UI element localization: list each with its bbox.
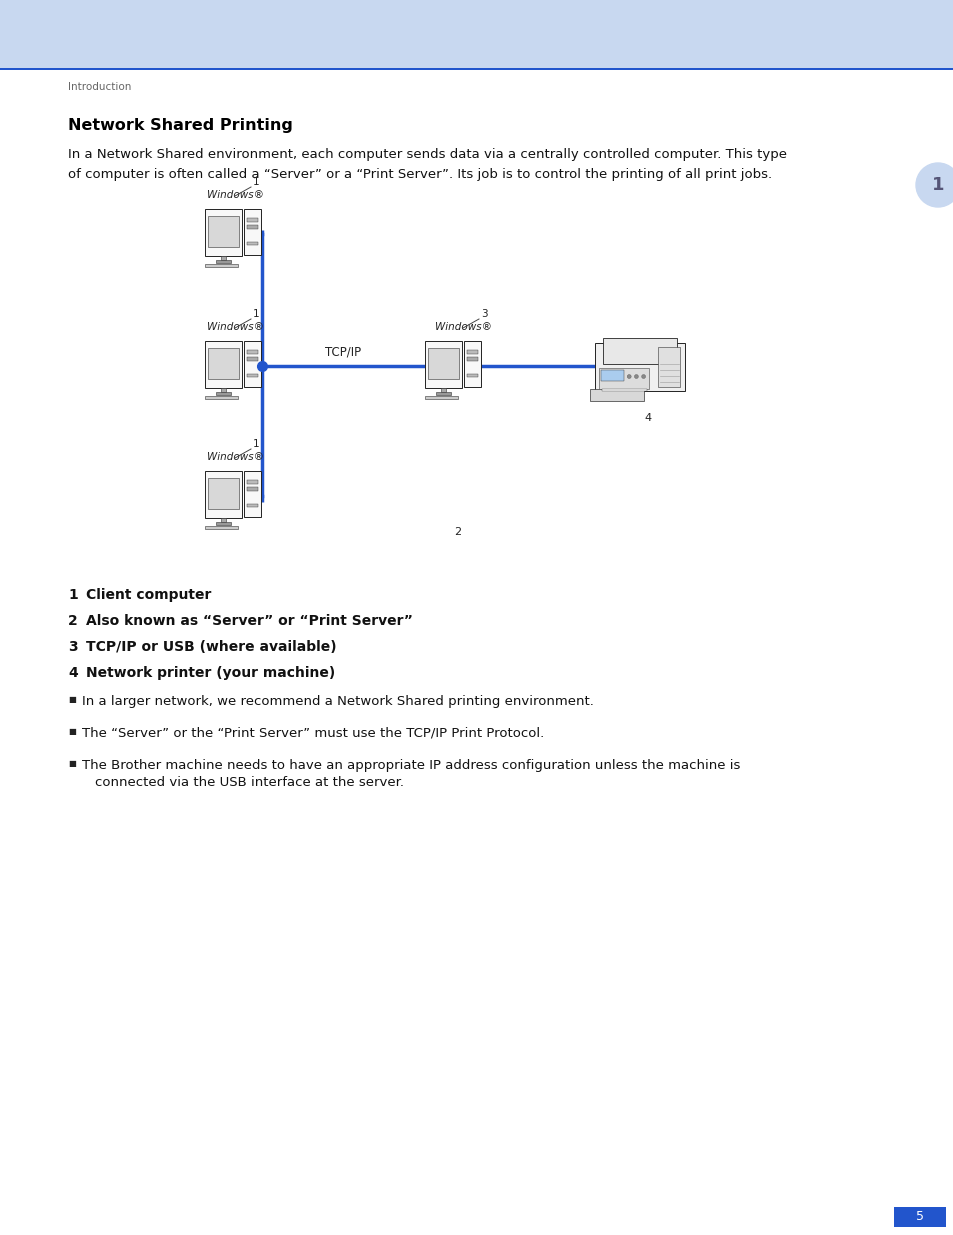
Bar — [208, 478, 239, 509]
Text: In a larger network, we recommend a Network Shared printing environment.: In a larger network, we recommend a Netw… — [82, 695, 594, 708]
Bar — [246, 357, 258, 362]
Text: Windows®: Windows® — [207, 190, 264, 200]
Text: Introduction: Introduction — [68, 82, 132, 91]
Bar — [440, 388, 446, 393]
Bar — [246, 487, 258, 492]
Text: 1: 1 — [253, 309, 259, 319]
Bar — [463, 341, 480, 387]
Text: Also known as “Server” or “Print Server”: Also known as “Server” or “Print Server” — [86, 614, 413, 629]
Bar — [0, 0, 953, 68]
Bar — [205, 395, 238, 399]
Text: Windows®: Windows® — [435, 322, 492, 332]
Bar — [208, 347, 239, 379]
Bar — [220, 517, 226, 522]
Text: ■: ■ — [68, 760, 76, 768]
Text: 2: 2 — [68, 614, 77, 629]
Bar — [244, 471, 260, 516]
Bar — [424, 341, 461, 388]
Text: Network printer (your machine): Network printer (your machine) — [86, 666, 335, 680]
Bar — [216, 393, 231, 395]
Bar — [246, 219, 258, 222]
Bar — [216, 261, 231, 263]
Circle shape — [641, 374, 645, 378]
Text: The Brother machine needs to have an appropriate IP address configuration unless: The Brother machine needs to have an app… — [82, 760, 740, 772]
Bar — [244, 341, 260, 387]
Bar — [466, 374, 477, 378]
Text: 1: 1 — [253, 438, 259, 450]
Bar — [598, 368, 648, 389]
Bar — [658, 347, 679, 388]
Circle shape — [634, 374, 638, 378]
Text: of computer is often called a “Server” or a “Print Server”. Its job is to contro: of computer is often called a “Server” o… — [68, 168, 771, 182]
Bar — [220, 388, 226, 393]
Text: 4: 4 — [644, 412, 651, 424]
Bar — [205, 526, 238, 529]
Text: ■: ■ — [68, 695, 76, 704]
Bar — [602, 337, 677, 363]
Text: TCP/IP or USB (where available): TCP/IP or USB (where available) — [86, 640, 336, 655]
Text: 1: 1 — [253, 177, 259, 186]
Bar — [205, 263, 238, 267]
Bar — [600, 370, 623, 380]
Bar — [893, 1207, 945, 1228]
Bar — [428, 347, 458, 379]
Text: 1: 1 — [931, 177, 943, 194]
Text: In a Network Shared environment, each computer sends data via a centrally contro: In a Network Shared environment, each co… — [68, 148, 786, 161]
Text: 2: 2 — [454, 527, 461, 537]
Bar — [216, 522, 231, 525]
Text: connected via the USB interface at the server.: connected via the USB interface at the s… — [95, 776, 403, 789]
Text: Windows®: Windows® — [207, 322, 264, 332]
Circle shape — [626, 374, 631, 378]
Bar — [208, 216, 239, 247]
Bar — [466, 357, 477, 362]
Bar — [246, 504, 258, 508]
Bar — [244, 209, 260, 254]
Bar — [205, 341, 242, 388]
Text: 5: 5 — [915, 1210, 923, 1224]
Text: The “Server” or the “Print Server” must use the TCP/IP Print Protocol.: The “Server” or the “Print Server” must … — [82, 727, 543, 740]
Text: 4: 4 — [68, 666, 77, 680]
Bar — [246, 350, 258, 353]
Bar — [246, 374, 258, 378]
Bar — [246, 480, 258, 484]
Text: TCP/IP: TCP/IP — [325, 345, 361, 358]
Bar — [220, 256, 226, 261]
Bar — [590, 389, 644, 401]
Bar — [246, 242, 258, 246]
Bar — [424, 395, 458, 399]
Bar — [466, 350, 477, 353]
Text: Windows®: Windows® — [207, 452, 264, 462]
Text: Client computer: Client computer — [86, 588, 212, 601]
Circle shape — [915, 163, 953, 207]
Bar — [601, 389, 646, 391]
Bar — [246, 225, 258, 230]
Text: Network Shared Printing: Network Shared Printing — [68, 119, 293, 133]
Bar — [205, 209, 242, 256]
Bar — [436, 393, 451, 395]
Text: 1: 1 — [68, 588, 77, 601]
Text: 3: 3 — [480, 309, 487, 319]
Text: 3: 3 — [68, 640, 77, 655]
Bar — [205, 471, 242, 517]
Bar — [595, 343, 684, 390]
Bar — [0, 68, 953, 70]
Text: ■: ■ — [68, 727, 76, 736]
